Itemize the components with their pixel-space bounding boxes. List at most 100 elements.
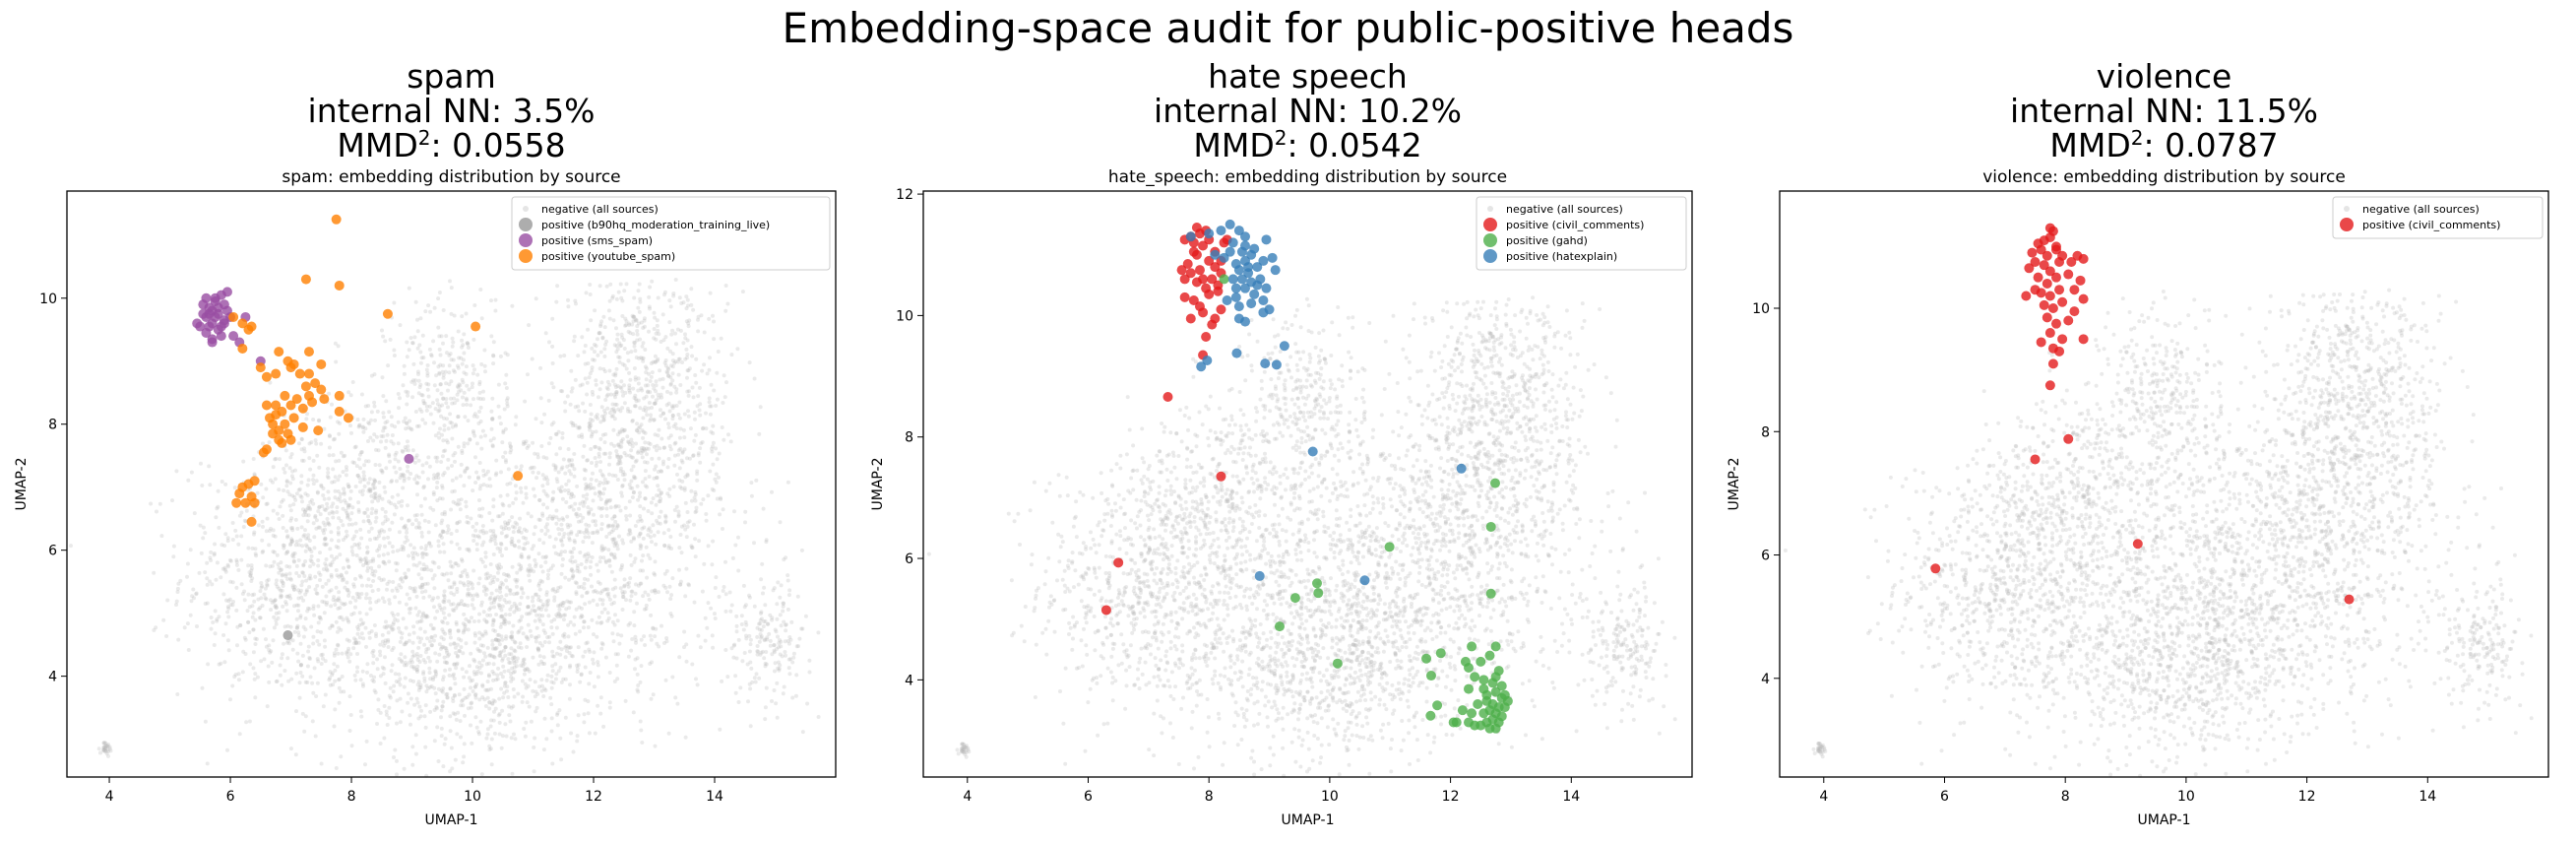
negative-point <box>334 766 339 770</box>
negative-point <box>377 576 382 580</box>
negative-point <box>646 446 651 451</box>
negative-point <box>422 714 427 719</box>
negative-point <box>399 503 404 508</box>
negative-point <box>415 552 420 557</box>
negative-point <box>754 478 759 483</box>
negative-point <box>305 493 310 497</box>
negative-point <box>286 679 291 683</box>
negative-point <box>629 539 634 544</box>
negative-point <box>487 744 492 748</box>
negative-point <box>648 633 653 638</box>
negative-point <box>562 488 567 492</box>
negative-point <box>400 516 405 521</box>
negative-point <box>800 730 805 735</box>
head-name: violence <box>2096 57 2232 96</box>
negative-point <box>242 589 247 594</box>
negative-point <box>441 473 446 478</box>
negative-point <box>439 708 444 713</box>
negative-point <box>303 559 308 563</box>
negative-point <box>365 670 369 675</box>
negative-point <box>247 630 252 635</box>
data-point <box>300 274 311 285</box>
negative-point <box>420 463 425 468</box>
negative-point <box>313 438 318 443</box>
negative-point <box>428 309 433 314</box>
negative-point <box>441 611 446 616</box>
negative-point <box>571 507 576 512</box>
negative-point <box>709 382 714 387</box>
negative-point <box>380 506 385 511</box>
negative-point <box>510 771 515 776</box>
negative-point <box>468 437 472 442</box>
negative-point <box>216 504 220 509</box>
negative-point <box>633 404 638 409</box>
negative-point <box>503 681 508 684</box>
negative-point <box>454 476 459 481</box>
negative-point <box>417 704 422 709</box>
negative-point <box>511 530 516 535</box>
negative-point <box>424 544 429 549</box>
negative-point <box>201 536 206 541</box>
negative-point <box>311 478 315 483</box>
negative-point <box>622 401 627 406</box>
negative-point <box>491 504 496 509</box>
negative-point <box>385 432 390 437</box>
data-point <box>343 413 353 423</box>
negative-point <box>1119 632 1124 637</box>
negative-point <box>423 660 428 665</box>
negative-point <box>640 526 645 531</box>
negative-point <box>784 628 788 633</box>
negative-point <box>694 509 699 513</box>
negative-point <box>345 652 349 657</box>
negative-point <box>227 557 232 562</box>
negative-point <box>500 656 505 661</box>
negative-point <box>519 489 524 494</box>
negative-point <box>215 616 220 621</box>
negative-point <box>542 412 547 417</box>
negative-point <box>644 607 649 612</box>
data-point <box>280 390 290 401</box>
negative-point <box>258 606 263 611</box>
negative-point <box>710 562 715 567</box>
negative-point <box>361 519 366 524</box>
negative-point <box>432 560 437 565</box>
negative-point <box>687 389 691 394</box>
negative-point <box>345 588 349 593</box>
data-point <box>303 347 314 357</box>
negative-point <box>627 499 632 504</box>
negative-point <box>527 443 531 448</box>
negative-point <box>597 284 602 289</box>
negative-point <box>1142 538 1147 543</box>
negative-point <box>708 404 713 409</box>
negative-point <box>747 360 752 365</box>
negative-point <box>590 461 594 465</box>
negative-point <box>460 599 464 604</box>
negative-point <box>338 495 343 500</box>
negative-point <box>805 701 810 706</box>
negative-point <box>508 588 513 593</box>
negative-point <box>409 427 414 432</box>
negative-point <box>292 587 297 592</box>
negative-point <box>427 671 432 675</box>
negative-point <box>320 584 325 589</box>
negative-point <box>609 414 614 419</box>
negative-point <box>655 476 660 481</box>
negative-point <box>294 563 299 568</box>
negative-point <box>255 675 260 680</box>
negative-point <box>302 729 307 734</box>
negative-point <box>614 402 619 407</box>
negative-point <box>403 525 407 529</box>
negative-point <box>512 732 516 737</box>
negative-point <box>402 473 407 478</box>
negative-point <box>313 587 318 592</box>
negative-point <box>265 516 270 521</box>
negative-point <box>603 501 608 506</box>
negative-point <box>473 455 477 460</box>
negative-point <box>470 616 473 620</box>
negative-point <box>170 498 174 503</box>
negative-point <box>344 500 348 505</box>
negative-point <box>334 585 339 590</box>
negative-point <box>698 645 703 650</box>
negative-point <box>687 583 691 588</box>
negative-point <box>299 595 304 600</box>
